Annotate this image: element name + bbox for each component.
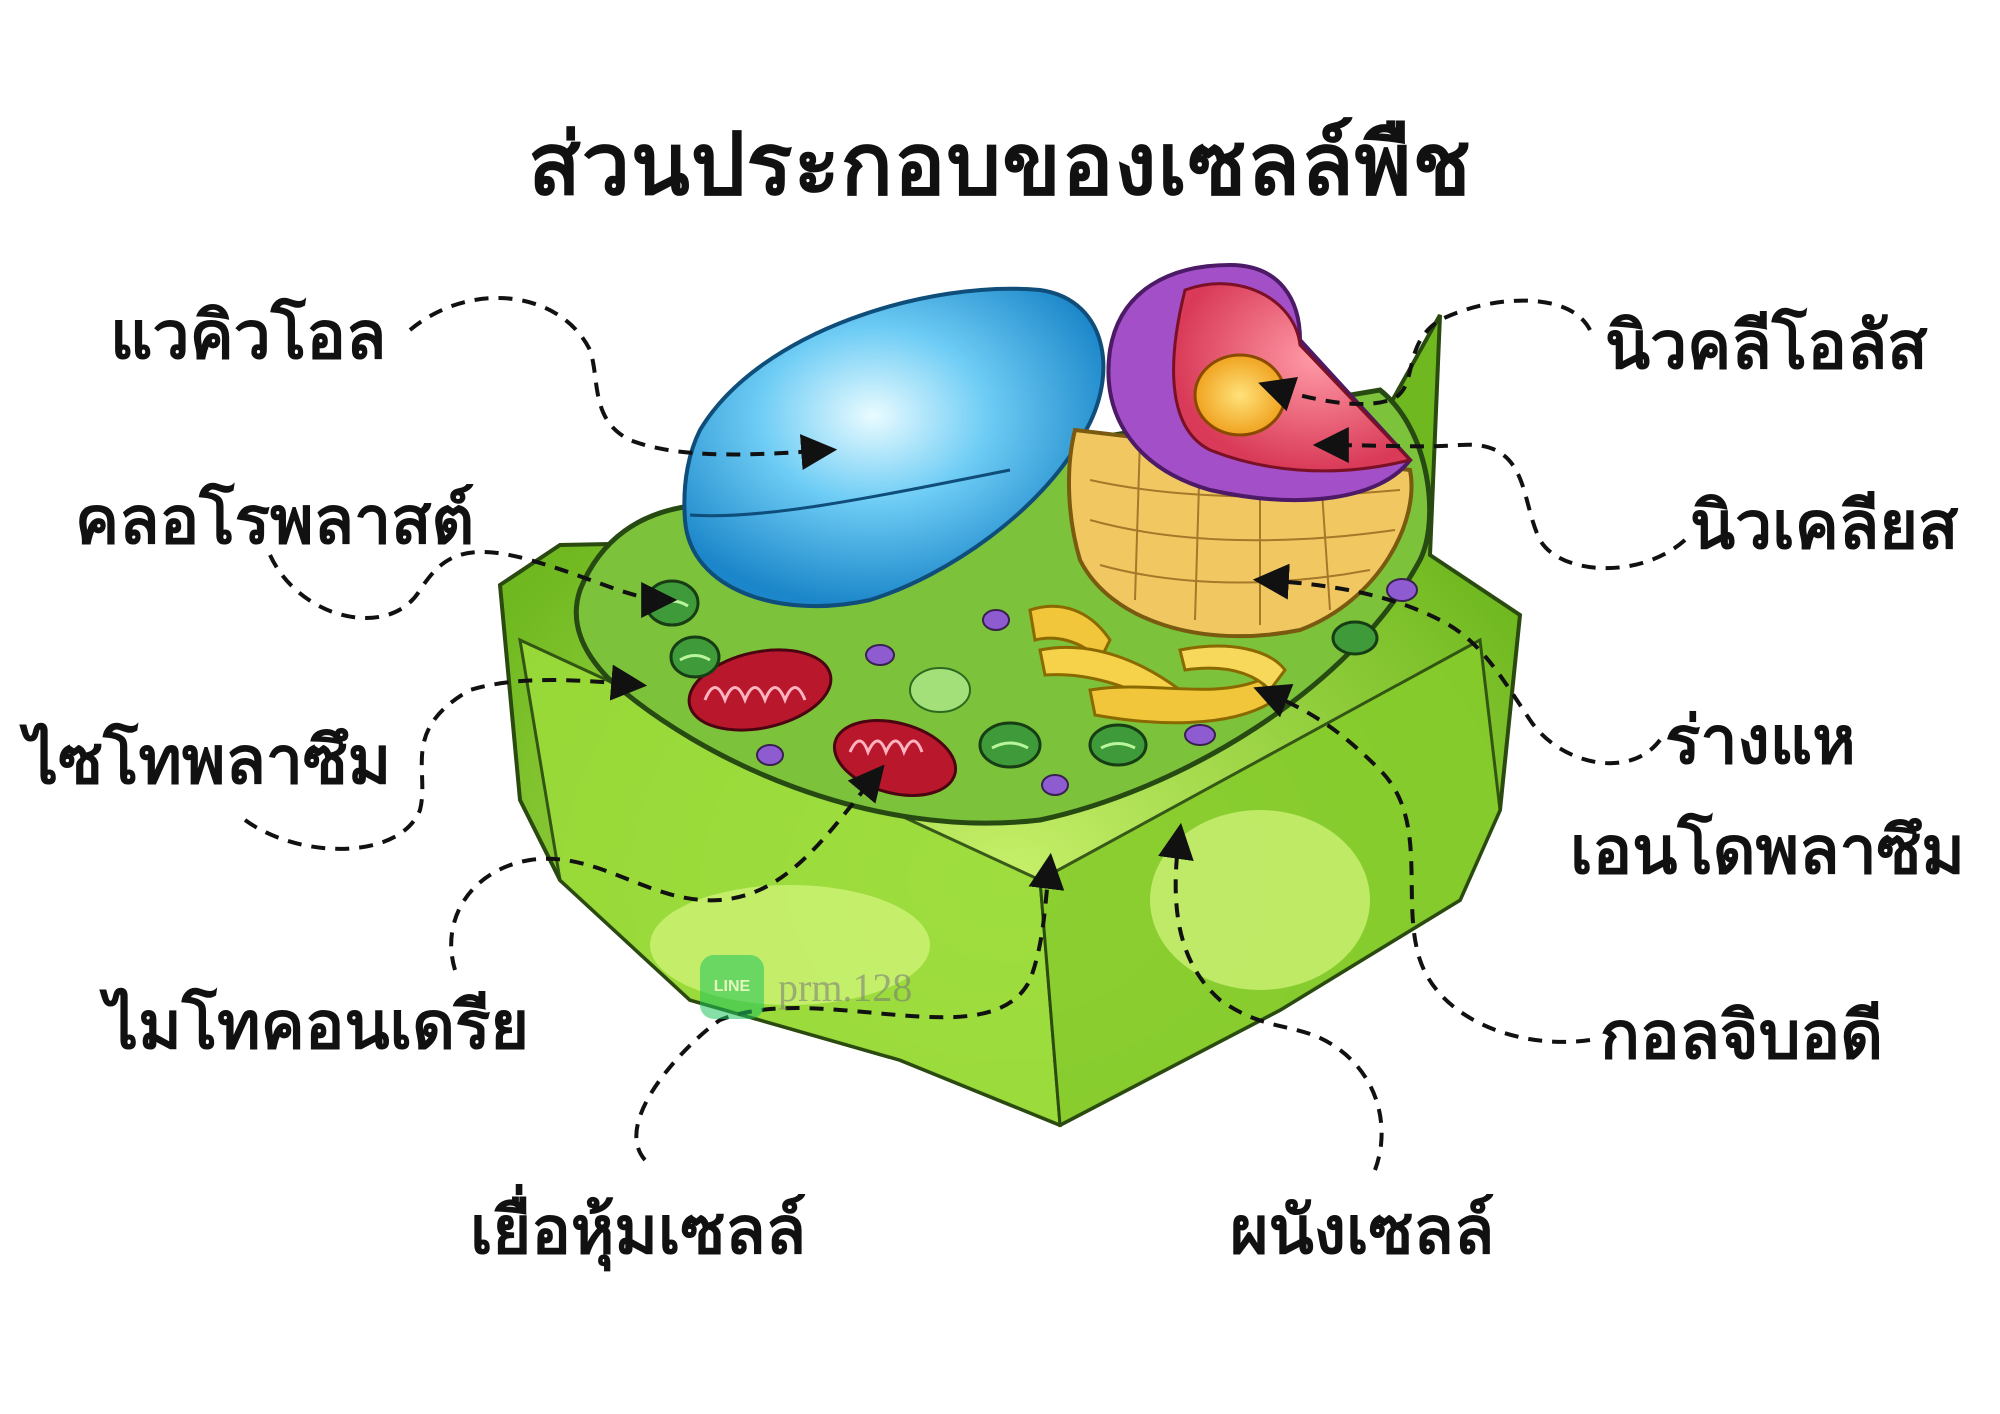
leader-cell-wall [1158, 822, 1384, 1171]
label-nucleolus: นิวคลีโอลัส [1605, 307, 1928, 384]
leader-cytoplasm [243, 664, 648, 851]
label-nucleus: นิวเคลียส [1690, 487, 1959, 564]
chloroplast-2 [669, 635, 721, 679]
leader-mitochondria [449, 764, 885, 971]
leader-golgi [1252, 563, 1662, 766]
label-er-line1: ร่างแห [1665, 702, 1856, 779]
leader-lines [243, 295, 1687, 1171]
vesicles [756, 578, 1418, 796]
nucleolus [1193, 353, 1287, 437]
label-cell-membrane: เยื่อหุ้มเซลล์ [470, 1192, 807, 1269]
leader-nucleus [1312, 427, 1687, 571]
leader-nucleolus [1258, 298, 1592, 412]
vacuole-fold [689, 468, 1011, 518]
mitochondrion-1 [687, 648, 833, 732]
diagram-title: ส่วนประกอบของเซลล์พืช [528, 115, 1472, 215]
wall-highlight-right [1150, 810, 1370, 990]
leader-chloroplast [268, 550, 678, 620]
label-vacuole: แวคิวโอล [110, 297, 387, 374]
label-mitochondria: ไมโทคอนเดรีย [105, 987, 530, 1064]
vacuole [682, 286, 1106, 608]
watermark: LINE prm.128 [700, 955, 912, 1019]
label-er-line2: เอนโดพลาซึม [1570, 812, 1965, 889]
leader-er [1253, 683, 1591, 1044]
label-golgi: กอลจิบอดี [1600, 997, 1884, 1074]
chloroplast-5 [1331, 620, 1379, 656]
golgi-body [1028, 604, 1287, 725]
label-cytoplasm: ไซโทพลาซึม [25, 722, 392, 799]
chloroplast-3 [978, 721, 1042, 769]
chloroplast-1 [644, 579, 700, 627]
label-cell-wall: ผนังเซลล์ [1230, 1192, 1495, 1269]
line-app-icon: LINE [700, 955, 764, 1019]
leader-vacuole [408, 295, 838, 471]
chloroplast-4 [1088, 723, 1148, 767]
leader-cell-membrane [634, 852, 1065, 1162]
label-chloroplast: คลอโรพลาสต์ [75, 482, 475, 559]
watermark-text: prm.128 [778, 964, 913, 1010]
watermark-logo-text: LINE [713, 978, 751, 995]
